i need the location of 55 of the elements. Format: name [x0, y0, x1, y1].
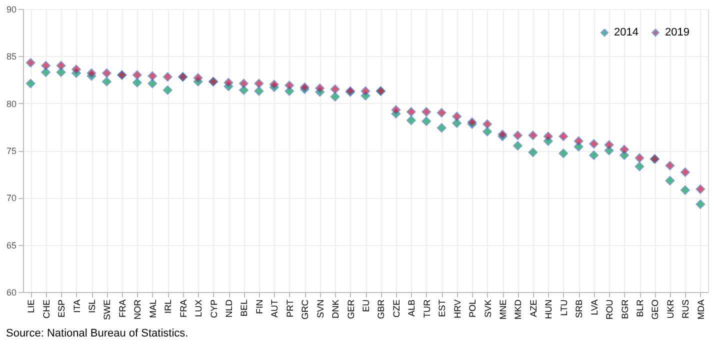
x-tick-label: GER: [346, 299, 356, 320]
x-tick-label: BEL: [239, 300, 250, 317]
x-tick-label: LVA: [589, 300, 600, 316]
x-tick-label: MAL: [148, 300, 158, 318]
x-tick-label: CZE: [391, 300, 402, 318]
x-tick-label: MKD: [513, 299, 524, 320]
x-tick-label: SVN: [315, 300, 326, 318]
x-tick-label: ROU: [604, 300, 615, 320]
x-tick-label: UKR: [665, 299, 676, 319]
x-tick-label: PRT: [284, 299, 295, 318]
x-tick-label: ITA: [72, 300, 82, 313]
legend-label: 2014: [614, 26, 638, 39]
x-tick-label: MNE: [498, 300, 508, 320]
x-tick-label: SWE: [102, 300, 112, 320]
x-tick-label: LUX: [194, 300, 204, 318]
y-tick-label: 90: [6, 4, 16, 14]
x-tick-label: RUS: [680, 300, 691, 319]
x-tick-label: IRL: [163, 300, 174, 314]
x-tick-label: NOR: [132, 299, 143, 320]
x-tick-label: TUR: [422, 299, 432, 318]
x-tick-label: GRC: [300, 299, 310, 320]
x-tick-label: BLR: [635, 299, 645, 318]
x-tick-label: ALB: [406, 300, 417, 317]
x-tick-label: POL: [468, 300, 478, 318]
x-tick-label: LTU: [558, 300, 569, 316]
x-tick-label: HUN: [544, 300, 554, 319]
x-tick-label: CHE: [41, 300, 52, 319]
source-note: Source: National Bureau of Statistics.: [6, 328, 188, 340]
x-tick-label: GBR: [376, 299, 386, 320]
x-tick-label: EST: [437, 299, 448, 318]
x-tick-label: ESP: [56, 300, 67, 318]
x-tick-label: BGR: [620, 299, 630, 320]
x-tick-label: GEO: [650, 300, 660, 320]
y-tick-label: 65: [6, 240, 16, 250]
x-tick-label: AUT: [270, 299, 280, 318]
x-tick-label: FRA: [178, 300, 188, 318]
x-tick-label: EU: [361, 300, 371, 312]
y-tick-label: 85: [6, 52, 16, 62]
x-tick-label: FRA: [117, 300, 128, 318]
x-tick-label: SVK: [482, 300, 493, 318]
x-tick-label: LIE: [26, 300, 36, 314]
x-tick-label: MDA: [696, 300, 706, 320]
x-tick-label: ISL: [87, 300, 97, 314]
y-tick-label: 80: [6, 98, 16, 109]
x-tick-label: CYP: [208, 300, 219, 318]
x-tick-label: HRV: [452, 300, 462, 318]
x-tick-label: NLD: [224, 299, 234, 318]
x-tick-label: FIN: [254, 300, 264, 314]
x-tick-label: SRB: [574, 300, 584, 318]
x-tick-label: DNK: [330, 300, 341, 319]
x-tick-label: AZE: [528, 300, 538, 318]
y-tick-label: 70: [6, 193, 16, 204]
legend-label: 2019: [665, 26, 690, 39]
y-tick-label: 60: [6, 288, 16, 298]
y-tick-label: 75: [6, 146, 16, 156]
